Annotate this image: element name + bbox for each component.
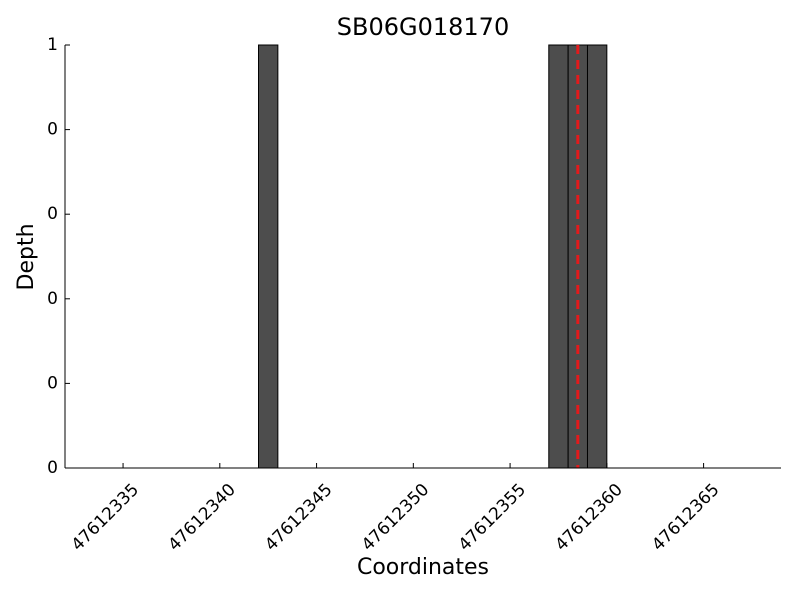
x-axis-label: Coordinates xyxy=(357,555,489,580)
x-tick-label: 47612335 xyxy=(68,480,143,555)
bar xyxy=(586,44,608,469)
y-axis-label: Depth xyxy=(14,223,39,290)
bar xyxy=(258,44,279,469)
chart-title: SB06G018170 xyxy=(337,13,509,41)
y-tick-label: 0 xyxy=(47,289,58,309)
y-tick-label: 0 xyxy=(47,458,58,478)
x-tick-label: 47612340 xyxy=(165,480,240,555)
y-tick-label: 0 xyxy=(47,204,58,224)
y-tick-label: 0 xyxy=(47,373,58,393)
bar xyxy=(548,44,569,469)
y-tick-label: 0 xyxy=(47,120,58,140)
x-tick-label: 47612355 xyxy=(455,480,530,555)
x-tick-label: 47612345 xyxy=(261,480,336,555)
y-tick-label: 1 xyxy=(47,35,58,55)
x-tick-label: 47612350 xyxy=(358,480,433,555)
x-tick-label: 47612365 xyxy=(648,480,723,555)
x-tick-label: 47612360 xyxy=(552,480,627,555)
